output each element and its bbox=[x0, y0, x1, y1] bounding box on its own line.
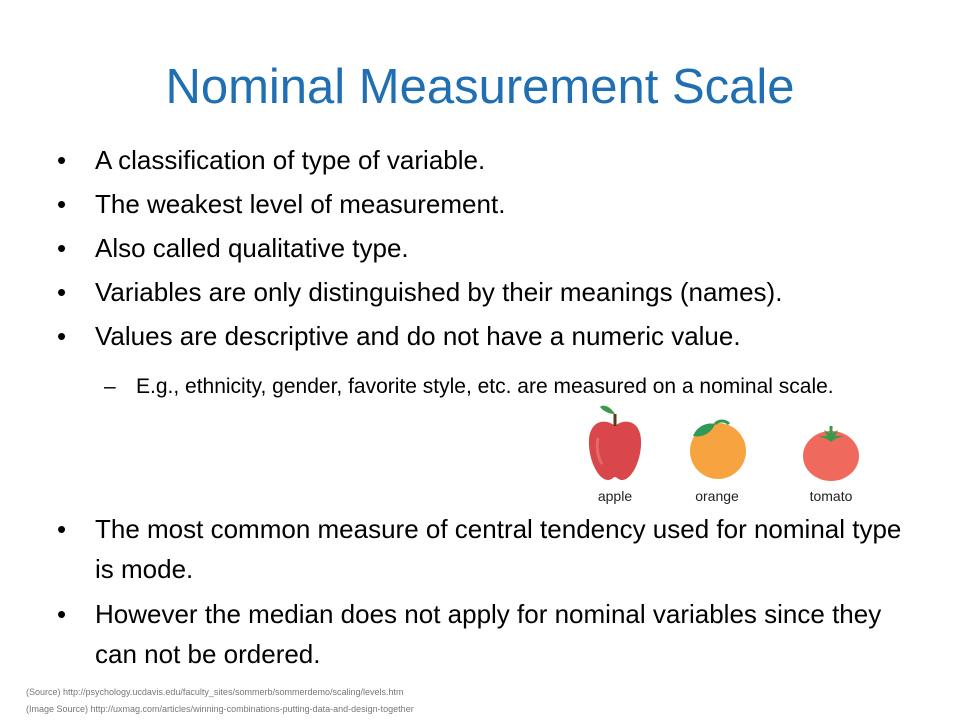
image-source-note: (Image Source) http://uxmag.com/articles… bbox=[26, 704, 414, 714]
fruit-tomato: tomato bbox=[791, 404, 871, 504]
fruit-label-apple: apple bbox=[597, 488, 633, 504]
fruit-label-orange: orange bbox=[695, 488, 739, 504]
fruit-illustration: apple orange tomato bbox=[575, 404, 875, 504]
bullet-dot-icon: • bbox=[57, 514, 67, 544]
fruit-orange: orange bbox=[677, 404, 757, 504]
bullet-item: • Variables are only distinguished by the… bbox=[57, 272, 917, 312]
bullet-dot-icon: • bbox=[57, 233, 67, 263]
bullet-dot-icon: • bbox=[57, 189, 67, 219]
bullet-dot-icon: • bbox=[57, 277, 67, 307]
source-notes: (Source) http://psychology.ucdavis.edu/f… bbox=[26, 684, 414, 718]
slide-title: Nominal Measurement Scale bbox=[165, 60, 795, 114]
bullet-item: • However the median does not apply for n… bbox=[57, 594, 917, 674]
apple-icon bbox=[588, 405, 642, 480]
source-note: (Source) http://psychology.ucdavis.edu/f… bbox=[26, 687, 404, 697]
fruit-label-tomato: tomato bbox=[809, 488, 853, 504]
tomato-icon bbox=[803, 426, 859, 481]
bullet-item: • Values are descriptive and do not have … bbox=[57, 316, 917, 356]
bullet-item: • Also called qualitative type. bbox=[57, 228, 917, 268]
bullet-item: • A classification of type of variable. bbox=[57, 140, 917, 180]
bullet-list-lower: • The most common measure of central tend… bbox=[57, 509, 917, 679]
bullet-dot-icon: • bbox=[57, 599, 67, 629]
bullet-item: • The most common measure of central tend… bbox=[57, 509, 917, 589]
sub-bullet-dash-icon: – bbox=[104, 375, 116, 398]
sub-bullet: – E.g., ethnicity, gender, favorite styl… bbox=[104, 372, 926, 402]
bullet-item: • The weakest level of measurement. bbox=[57, 184, 917, 224]
orange-icon bbox=[690, 419, 746, 479]
fruit-apple: apple bbox=[575, 404, 655, 504]
bullet-dot-icon: • bbox=[57, 321, 67, 351]
bullet-list: • A classification of type of variable. •… bbox=[57, 140, 917, 360]
bullet-dot-icon: • bbox=[57, 145, 67, 175]
